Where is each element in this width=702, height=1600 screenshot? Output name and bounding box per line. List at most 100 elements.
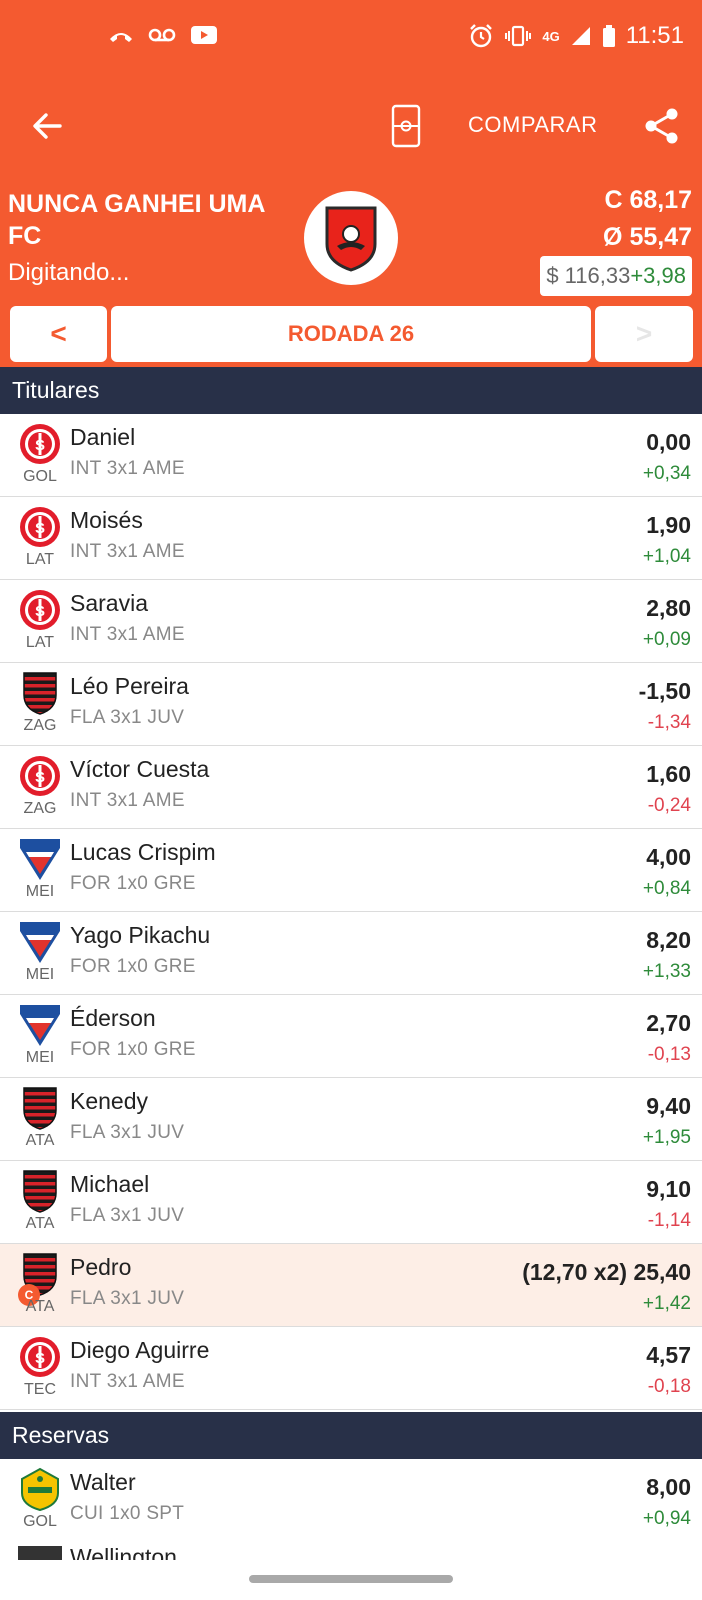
status-bar: 4G 11:51	[0, 0, 702, 80]
balance-delta: +3,98	[630, 263, 686, 288]
match-result: FOR 1x0 GRE	[70, 1039, 196, 1060]
system-navigation-bar	[0, 1560, 702, 1600]
vibrate-icon	[505, 25, 532, 47]
missed-call-icon	[110, 33, 132, 42]
compare-button[interactable]: COMPARAR	[468, 112, 598, 137]
club-crest-icon	[18, 1546, 62, 1560]
price-variation: -0,18	[647, 1376, 691, 1397]
player-score: -1,50	[638, 678, 691, 704]
match-result: INT 3x1 AME	[70, 790, 185, 811]
player-score: 8,00	[646, 1474, 691, 1500]
player-name: Éderson	[70, 1005, 156, 1031]
round-label[interactable]: RODADA 26	[111, 306, 591, 362]
player-row[interactable]: C ATA Pedro FLA 3x1 JUV (12,70 x2) 25,40 +1,4…	[0, 1244, 702, 1327]
player-score: 4,00	[646, 844, 691, 870]
club-crest-icon	[18, 1086, 62, 1130]
club-crest-icon: S	[18, 1335, 62, 1379]
price-variation: +1,33	[642, 961, 691, 982]
player-name: Moisés	[70, 507, 143, 533]
player-position: MEI	[25, 883, 55, 900]
home-gesture-pill[interactable]	[249, 1575, 453, 1583]
player-row[interactable]: S ZAG Víctor Cuesta INT 3x1 AME 1,60 -0,24	[0, 746, 702, 829]
captain-badge: C	[18, 1284, 40, 1306]
player-position: LAT	[25, 551, 55, 568]
player-position: MEI	[25, 966, 55, 983]
previous-round-button[interactable]: <	[10, 306, 107, 362]
match-result: FOR 1x0 GRE	[70, 873, 196, 894]
club-crest-icon	[18, 671, 62, 715]
price-variation: -1,34	[647, 712, 691, 733]
match-result: FLA 3x1 JUV	[70, 707, 185, 728]
share-icon[interactable]	[642, 106, 682, 146]
toolbar: COMPARAR	[0, 92, 702, 162]
player-row[interactable]: GOL Walter CUI 1x0 SPT 8,00 +0,94	[0, 1459, 702, 1542]
match-result: CUI 1x0 SPT	[70, 1503, 185, 1524]
price-variation: +1,04	[642, 546, 691, 567]
battery-icon	[602, 25, 615, 47]
player-row[interactable]: ZAG Léo Pereira FLA 3x1 JUV -1,50 -1,34	[0, 663, 702, 746]
player-name: Wellington	[70, 1544, 177, 1560]
app-header-background	[0, 0, 702, 367]
player-row[interactable]: MEI Yago Pikachu FOR 1x0 GRE 8,20 +1,33	[0, 912, 702, 995]
player-row[interactable]: S LAT Moisés INT 3x1 AME 1,90 +1,04	[0, 497, 702, 580]
player-row[interactable]: S GOL Daniel INT 3x1 AME 0,00 +0,34	[0, 414, 702, 497]
club-crest-icon	[18, 1169, 62, 1213]
team-average-stat: Ø 55,47	[603, 223, 692, 251]
player-row[interactable]: S TEC Diego Aguirre INT 3x1 AME 4,57 -0,18	[0, 1327, 702, 1410]
player-position: ATA	[25, 1298, 55, 1315]
reserves-header: Reservas	[0, 1412, 702, 1459]
player-score: 9,10	[646, 1176, 691, 1202]
club-crest-icon	[18, 1003, 62, 1047]
team-shield-icon	[325, 206, 377, 272]
signal-icon	[571, 27, 590, 45]
player-name: Lucas Crispim	[70, 839, 216, 865]
player-score: 2,70	[646, 1010, 691, 1036]
player-name: Daniel	[70, 424, 136, 450]
player-position: TEC	[24, 1381, 56, 1398]
partial-list-item[interactable]: Wellington	[0, 1540, 702, 1560]
player-row[interactable]: MEI Éderson FOR 1x0 GRE 2,70 -0,13	[0, 995, 702, 1078]
player-name: Pedro	[70, 1254, 132, 1280]
round-navigation: < RODADA 26 >	[0, 306, 702, 362]
price-variation: +1,42	[642, 1293, 691, 1314]
player-score: 9,40	[646, 1093, 691, 1119]
notification-icons	[108, 24, 218, 46]
player-score: (12,70 x2) 25,40	[522, 1259, 691, 1285]
price-variation: -0,13	[647, 1044, 691, 1065]
player-score: 1,90	[646, 512, 691, 538]
player-name: Léo Pereira	[70, 673, 189, 699]
match-result: INT 3x1 AME	[70, 458, 185, 479]
player-row[interactable]: ATA Michael FLA 3x1 JUV 9,10 -1,14	[0, 1161, 702, 1244]
match-result: INT 3x1 AME	[70, 624, 185, 645]
match-result: INT 3x1 AME	[70, 541, 185, 562]
price-variation: +0,94	[642, 1508, 691, 1529]
alarm-icon	[470, 24, 493, 48]
youtube-icon	[191, 26, 217, 44]
team-badge	[304, 191, 398, 285]
player-row[interactable]: ATA Kenedy FLA 3x1 JUV 9,40 +1,95	[0, 1078, 702, 1161]
club-crest-icon: S	[18, 588, 62, 632]
player-score: 1,60	[646, 761, 691, 787]
player-position: ATA	[25, 1132, 55, 1149]
player-position: GOL	[23, 1513, 57, 1530]
player-row[interactable]: S LAT Saravia INT 3x1 AME 2,80 +0,09	[0, 580, 702, 663]
field-view-icon[interactable]	[390, 104, 422, 148]
player-name: Yago Pikachu	[70, 922, 211, 948]
match-result: INT 3x1 AME	[70, 1371, 185, 1392]
player-position: ATA	[25, 1215, 55, 1232]
club-crest-icon	[18, 837, 62, 881]
clock: 11:51	[625, 22, 684, 49]
price-variation: -1,14	[647, 1210, 691, 1231]
next-round-button[interactable]: >	[595, 306, 693, 362]
player-score: 8,20	[646, 927, 691, 953]
back-arrow-icon[interactable]	[28, 106, 68, 146]
club-crest-icon	[18, 920, 62, 964]
balance-value: $ 116,33	[546, 263, 631, 288]
player-name: Kenedy	[70, 1088, 149, 1114]
match-result: FLA 3x1 JUV	[70, 1288, 185, 1309]
player-position: MEI	[25, 1049, 55, 1066]
player-row[interactable]: MEI Lucas Crispim FOR 1x0 GRE 4,00 +0,84	[0, 829, 702, 912]
network-type: 4G	[542, 28, 560, 44]
player-position: LAT	[25, 634, 55, 651]
player-name: Saravia	[70, 590, 148, 616]
